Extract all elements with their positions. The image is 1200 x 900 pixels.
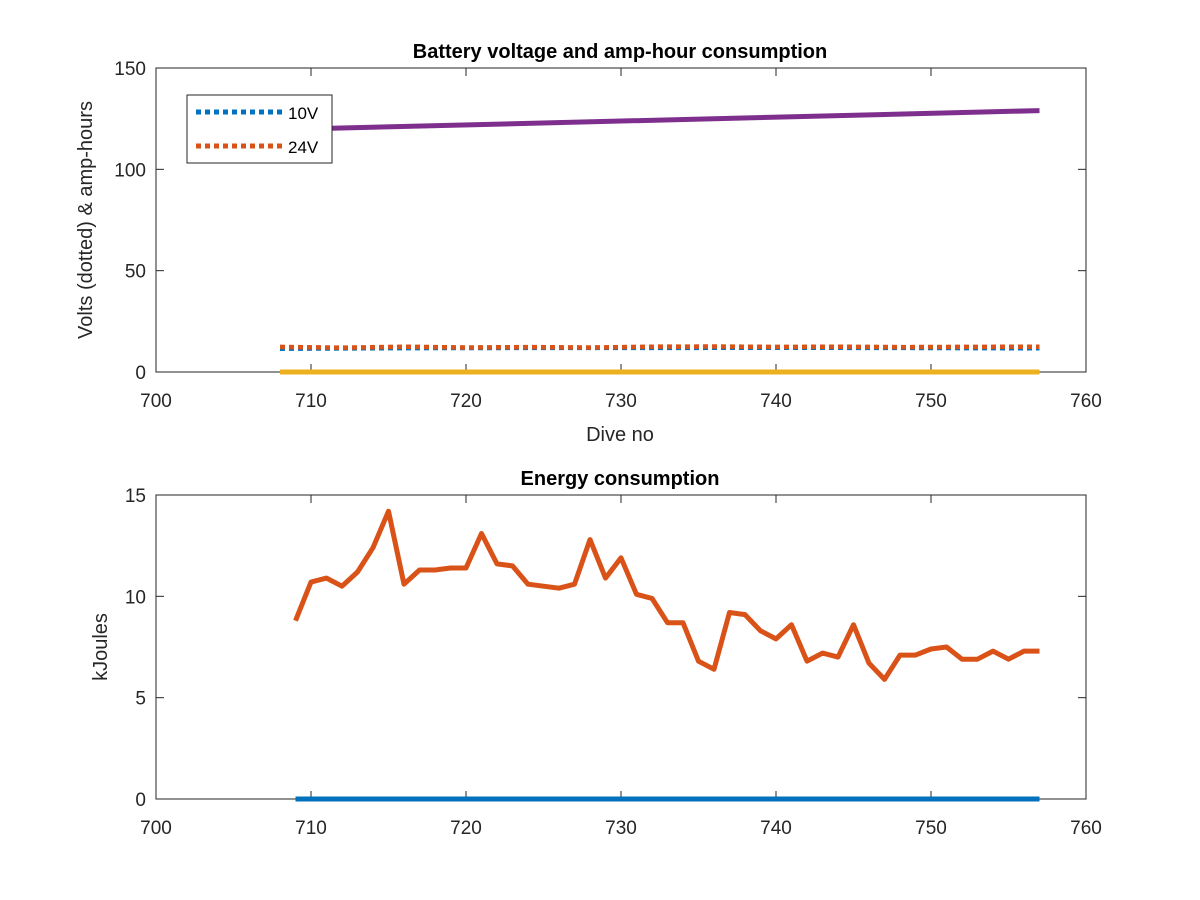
y-tick-label: 0 (135, 363, 146, 384)
legend-box (186, 94, 333, 164)
x-tick-label: 740 (760, 391, 792, 412)
battery-chart-legend: 10V 24V (186, 94, 333, 164)
energy-chart-title: Energy consumption (521, 468, 720, 490)
x-tick-label: 710 (295, 818, 327, 839)
energy-chart-x-ticks: 700 710 720 730 740 750 760 (140, 495, 1102, 839)
energy-chart-series-line-1 (293, 508, 1040, 682)
y-tick-label: 15 (125, 486, 146, 507)
y-tick-label: 10 (125, 587, 146, 608)
battery-chart: Battery voltage and amp-hour consumption… (75, 41, 1102, 446)
x-tick-label: 740 (760, 818, 792, 839)
y-tick-label: 50 (125, 262, 146, 283)
legend-label-24v: 24V (288, 138, 319, 157)
x-tick-label: 720 (450, 818, 482, 839)
battery-chart-series-line-1 (279, 344, 1040, 350)
battery-chart-x-axis-label: Dive no (586, 424, 654, 446)
x-tick-label: 710 (295, 391, 327, 412)
x-tick-label: 700 (140, 818, 172, 839)
x-tick-label: 700 (140, 391, 172, 412)
x-tick-label: 730 (605, 818, 637, 839)
x-tick-label: 760 (1070, 818, 1102, 839)
battery-chart-title: Battery voltage and amp-hour consumption (413, 41, 827, 63)
energy-chart-y-ticks: 0 5 10 15 (125, 486, 1086, 811)
x-tick-label: 750 (915, 818, 947, 839)
x-tick-label: 730 (605, 391, 637, 412)
battery-chart-series-line-2 (310, 108, 1040, 132)
x-tick-label: 720 (450, 391, 482, 412)
energy-chart-y-axis-label: kJoules (90, 613, 112, 681)
battery-chart-series (279, 108, 1040, 375)
battery-chart-y-ticks: 0 50 100 150 (114, 59, 1086, 384)
legend-label-10v: 10V (288, 104, 319, 123)
energy-chart-series (293, 508, 1040, 802)
battery-chart-x-ticks: 700 710 720 730 740 750 760 (140, 68, 1102, 412)
energy-chart: Energy consumption 0 5 10 15 700 710 720 730 74… (90, 468, 1102, 839)
y-tick-label: 5 (135, 689, 146, 710)
y-tick-label: 100 (114, 160, 146, 181)
y-tick-label: 0 (135, 790, 146, 811)
x-tick-label: 760 (1070, 391, 1102, 412)
battery-chart-y-axis-label: Volts (dotted) & amp-hours (75, 101, 97, 339)
x-tick-label: 750 (915, 391, 947, 412)
y-tick-label: 150 (114, 59, 146, 80)
